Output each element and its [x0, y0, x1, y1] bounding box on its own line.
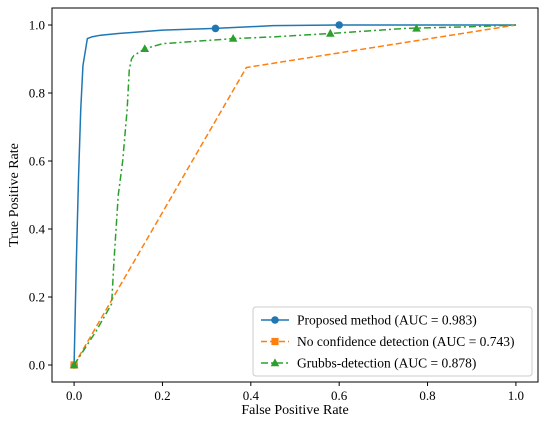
y-tick-label: 0.0: [29, 358, 45, 373]
data-point-grubbs: [228, 34, 238, 42]
series-grubbs: [69, 23, 516, 369]
legend-label: Grubbs-detection (AUC = 0.878): [297, 356, 476, 371]
legend-marker: [271, 316, 279, 324]
y-tick-label: 0.4: [29, 222, 46, 237]
data-point-grubbs: [140, 44, 150, 52]
data-point-grubbs: [69, 360, 79, 369]
axes-frame: [51, 7, 539, 383]
legend-marker: [270, 358, 280, 367]
legend-item-proposed: Proposed method (AUC = 0.983): [261, 313, 477, 328]
y-tick-label: 0.6: [29, 154, 46, 169]
legend-box: [252, 306, 533, 377]
x-tick-label: 0.0: [66, 388, 82, 403]
x-axis-label: False Positive Rate: [241, 403, 348, 418]
y-tick-label: 0.8: [29, 86, 45, 101]
series-line-no-confidence: [73, 24, 517, 366]
tick-group: 0.0 0.2 0.4 0.6 0.8 1.0 0.0 0.2 0.4 0.6 0.8 1.0: [29, 18, 524, 404]
data-point-grubbs: [326, 28, 335, 37]
x-tick-label: 0.2: [154, 388, 170, 403]
x-tick-label: 0.4: [243, 388, 260, 403]
x-tick-label: 0.8: [419, 388, 435, 403]
y-tick-label: 1.0: [29, 18, 45, 33]
data-point-proposed: [335, 21, 343, 29]
y-tick-label: 0.2: [29, 290, 45, 305]
legend-marker: [271, 337, 279, 346]
data-point-proposed: [211, 24, 220, 33]
plot-area: [69, 21, 517, 369]
legend: Proposed method (AUC = 0.983) No confiden…: [252, 306, 533, 377]
data-point-grubbs: [412, 23, 421, 32]
legend-item-grubbs: Grubbs-detection (AUC = 0.878): [261, 356, 476, 371]
series-line-grubbs: [73, 24, 516, 366]
series-line-proposed: [73, 24, 516, 366]
x-tick-label: 0.6: [331, 388, 348, 403]
x-tick-label: 1.0: [508, 388, 524, 403]
y-axis-label: True Positive Rate: [7, 143, 22, 247]
legend-label: Proposed method (AUC = 0.983): [297, 313, 477, 328]
legend-label: No confidence detection (AUC = 0.743): [297, 334, 515, 349]
legend-item-no-confidence: No confidence detection (AUC = 0.743): [261, 334, 515, 349]
